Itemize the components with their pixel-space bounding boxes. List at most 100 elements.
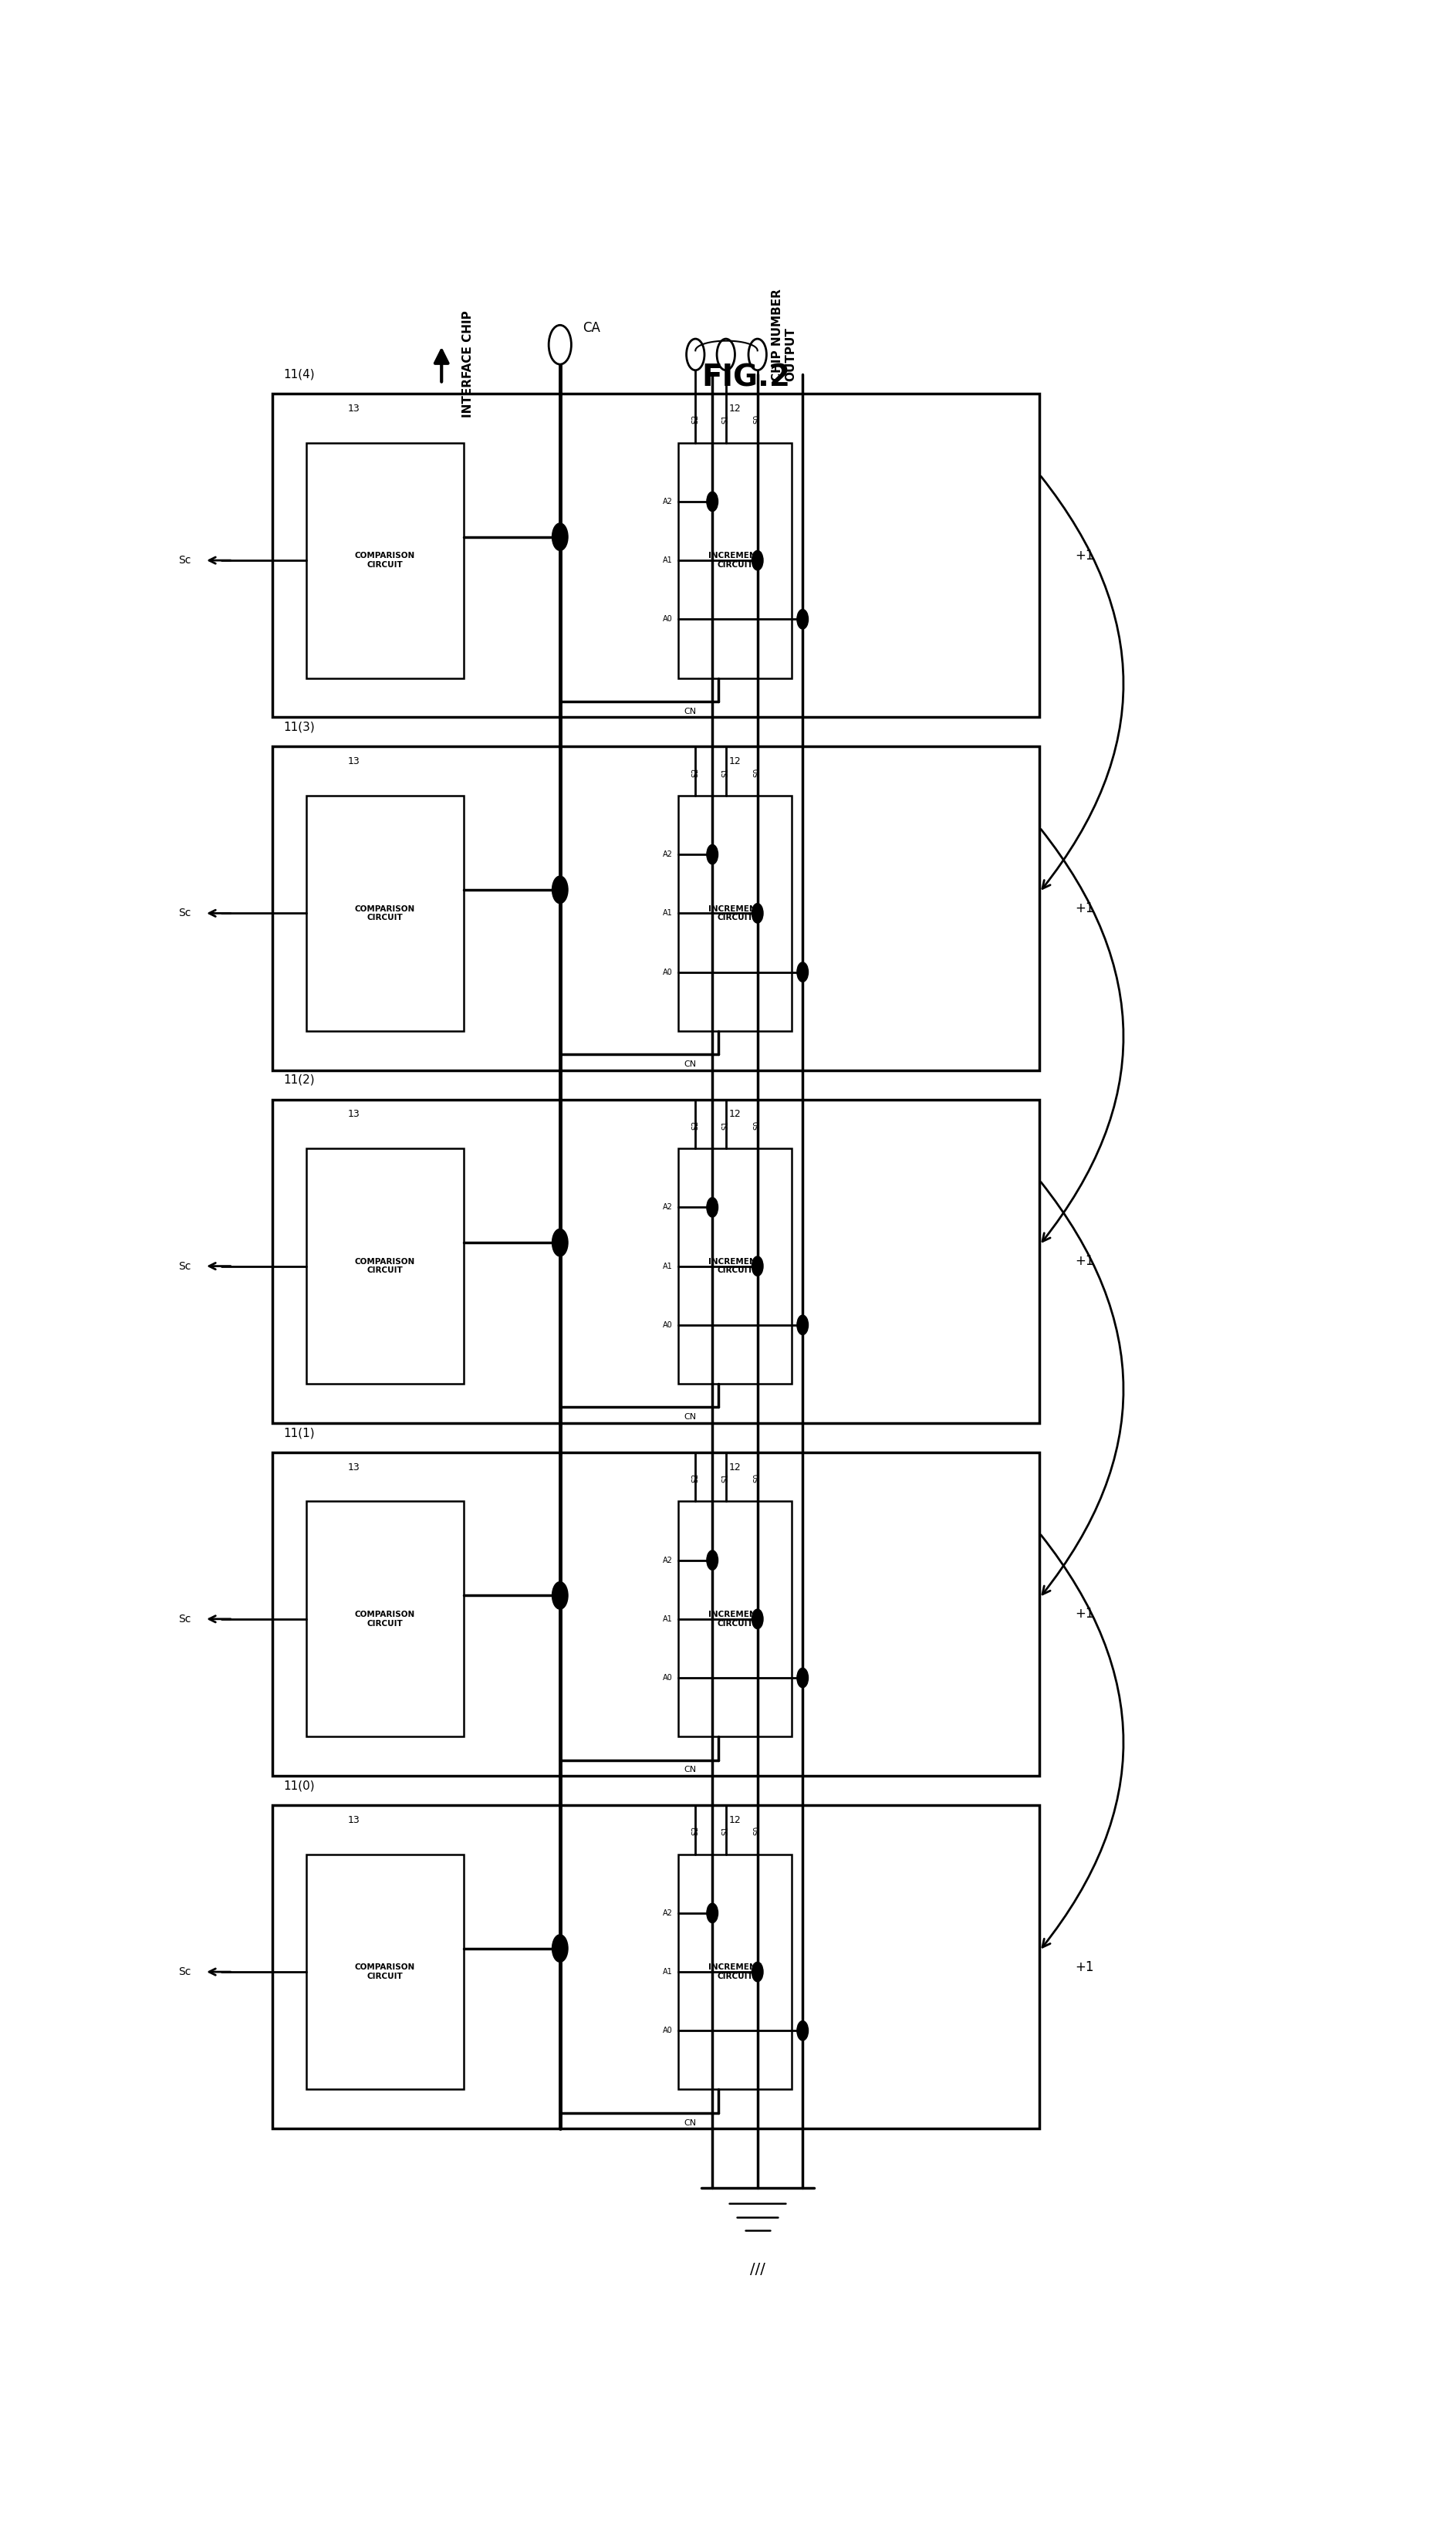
Text: S2: S2 bbox=[692, 415, 699, 425]
Text: COMPARISON
CIRCUIT: COMPARISON CIRCUIT bbox=[355, 1963, 415, 1981]
Circle shape bbox=[748, 339, 766, 369]
Circle shape bbox=[552, 876, 568, 904]
Circle shape bbox=[796, 962, 808, 983]
Text: Sc: Sc bbox=[179, 1260, 191, 1270]
Text: +1: +1 bbox=[1076, 901, 1093, 917]
Bar bbox=[272, 395, 1040, 718]
Circle shape bbox=[751, 1609, 763, 1629]
Circle shape bbox=[751, 550, 763, 570]
Bar bbox=[678, 794, 792, 1031]
Text: A1: A1 bbox=[662, 558, 673, 565]
Text: INCREMENT
CIRCUIT: INCREMENT CIRCUIT bbox=[709, 1612, 761, 1627]
Circle shape bbox=[552, 1581, 568, 1609]
Text: 11(1): 11(1) bbox=[284, 1428, 314, 1438]
Circle shape bbox=[552, 522, 568, 550]
Text: Sc: Sc bbox=[179, 1614, 191, 1624]
Circle shape bbox=[706, 1197, 718, 1217]
Text: INCREMENT
CIRCUIT: INCREMENT CIRCUIT bbox=[709, 552, 761, 568]
Bar bbox=[306, 443, 464, 677]
Text: 13: 13 bbox=[348, 1461, 360, 1472]
Text: 13: 13 bbox=[348, 402, 360, 412]
Text: 12: 12 bbox=[729, 1461, 741, 1472]
Text: 12: 12 bbox=[729, 1110, 741, 1120]
Bar bbox=[306, 794, 464, 1031]
Bar bbox=[272, 1805, 1040, 2128]
Text: S0: S0 bbox=[754, 1825, 761, 1836]
Text: A1: A1 bbox=[662, 1263, 673, 1270]
Bar bbox=[306, 1853, 464, 2090]
Text: 11(4): 11(4) bbox=[284, 369, 314, 379]
Text: A0: A0 bbox=[662, 967, 673, 975]
Text: S0: S0 bbox=[754, 415, 761, 425]
Text: CN: CN bbox=[684, 1413, 696, 1421]
Text: CN: CN bbox=[684, 1059, 696, 1067]
Text: A2: A2 bbox=[662, 1204, 673, 1212]
Circle shape bbox=[751, 904, 763, 924]
Text: A2: A2 bbox=[662, 850, 673, 858]
Text: S2: S2 bbox=[692, 766, 699, 777]
Text: S1: S1 bbox=[722, 415, 729, 425]
Text: COMPARISON
CIRCUIT: COMPARISON CIRCUIT bbox=[355, 1612, 415, 1627]
Text: INCREMENT
CIRCUIT: INCREMENT CIRCUIT bbox=[709, 1963, 761, 1981]
Circle shape bbox=[751, 1963, 763, 1981]
Bar bbox=[306, 1148, 464, 1385]
Text: 13: 13 bbox=[348, 1110, 360, 1120]
Circle shape bbox=[706, 1551, 718, 1571]
Text: CA: CA bbox=[582, 321, 600, 336]
Text: S1: S1 bbox=[722, 1825, 729, 1836]
Text: 11(0): 11(0) bbox=[284, 1780, 314, 1792]
Text: A2: A2 bbox=[662, 1910, 673, 1917]
Text: S1: S1 bbox=[722, 1120, 729, 1130]
Text: 12: 12 bbox=[729, 1815, 741, 1825]
Text: S0: S0 bbox=[754, 1474, 761, 1482]
Text: INCREMENT
CIRCUIT: INCREMENT CIRCUIT bbox=[709, 1258, 761, 1276]
Circle shape bbox=[796, 1316, 808, 1334]
Text: S2: S2 bbox=[692, 1120, 699, 1130]
Circle shape bbox=[716, 339, 735, 369]
Text: COMPARISON
CIRCUIT: COMPARISON CIRCUIT bbox=[355, 552, 415, 568]
Text: A2: A2 bbox=[662, 496, 673, 507]
Text: CN: CN bbox=[684, 708, 696, 715]
Circle shape bbox=[552, 1230, 568, 1255]
Text: 12: 12 bbox=[729, 756, 741, 766]
Circle shape bbox=[706, 491, 718, 512]
Text: Sc: Sc bbox=[179, 555, 191, 565]
Circle shape bbox=[796, 608, 808, 629]
Bar bbox=[272, 1451, 1040, 1777]
Text: +1: +1 bbox=[1076, 1255, 1093, 1268]
Circle shape bbox=[686, 339, 705, 369]
Text: 11(3): 11(3) bbox=[284, 721, 314, 733]
Text: +1: +1 bbox=[1076, 1607, 1093, 1622]
Text: S2: S2 bbox=[692, 1825, 699, 1836]
Text: Sc: Sc bbox=[179, 909, 191, 919]
Text: A1: A1 bbox=[662, 1614, 673, 1622]
Text: A0: A0 bbox=[662, 1673, 673, 1683]
Text: S1: S1 bbox=[722, 766, 729, 777]
Text: CN: CN bbox=[684, 2118, 696, 2126]
Text: S1: S1 bbox=[722, 1474, 729, 1482]
Text: S0: S0 bbox=[754, 766, 761, 777]
Text: CN: CN bbox=[684, 1767, 696, 1775]
Bar bbox=[678, 1853, 792, 2090]
Text: 12: 12 bbox=[729, 402, 741, 412]
Text: +1: +1 bbox=[1076, 1960, 1093, 1973]
Text: A0: A0 bbox=[662, 1321, 673, 1329]
Text: CHIP NUMBER
OUTPUT: CHIP NUMBER OUTPUT bbox=[772, 288, 796, 382]
Text: A0: A0 bbox=[662, 2027, 673, 2034]
Text: S2: S2 bbox=[692, 1474, 699, 1482]
Circle shape bbox=[796, 1668, 808, 1688]
Text: INCREMENT
CIRCUIT: INCREMENT CIRCUIT bbox=[709, 904, 761, 922]
Circle shape bbox=[796, 2022, 808, 2039]
Bar bbox=[272, 746, 1040, 1069]
Bar bbox=[678, 1148, 792, 1385]
Text: A2: A2 bbox=[662, 1556, 673, 1563]
Text: 11(2): 11(2) bbox=[284, 1074, 314, 1085]
Text: COMPARISON
CIRCUIT: COMPARISON CIRCUIT bbox=[355, 904, 415, 922]
Circle shape bbox=[706, 1904, 718, 1922]
Circle shape bbox=[751, 1255, 763, 1276]
Text: FIG.2: FIG.2 bbox=[702, 364, 791, 392]
Text: A0: A0 bbox=[662, 616, 673, 624]
Text: S0: S0 bbox=[754, 1120, 761, 1130]
Circle shape bbox=[552, 1935, 568, 1963]
Bar bbox=[272, 1100, 1040, 1423]
